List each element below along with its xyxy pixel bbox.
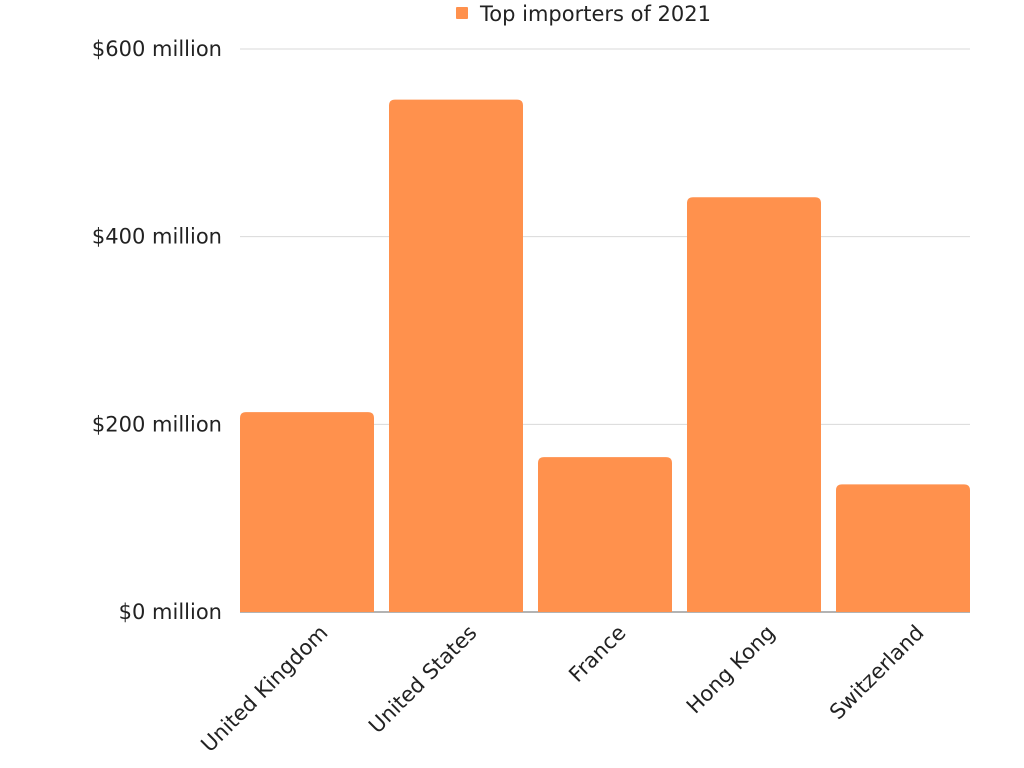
bar-united-states [389, 99, 523, 613]
y-tick-label: $600 million [92, 37, 222, 61]
x-tick-label: Switzerland [825, 621, 929, 725]
x-tick-label: France [564, 621, 630, 687]
x-axis-tick-labels: United Kingdom United States France Hong Ko… [196, 621, 928, 757]
bar-switzerland [836, 484, 970, 612]
x-tick-label: United Kingdom [196, 621, 332, 757]
x-tick-label: United States [364, 621, 482, 739]
y-axis-tick-labels: $0 million $200 million $400 million $600 m… [92, 37, 222, 624]
bar-united-kingdom [240, 412, 374, 612]
y-tick-label: $400 million [92, 225, 222, 249]
bars [240, 99, 970, 613]
y-tick-label: $200 million [92, 412, 222, 436]
legend-swatch [456, 7, 468, 19]
bar-france [538, 457, 672, 612]
bar-hong-kong [687, 197, 821, 613]
legend: Top importers of 2021 [456, 2, 711, 26]
x-tick-label: Hong Kong [682, 621, 780, 719]
legend-label: Top importers of 2021 [479, 2, 711, 26]
y-tick-label: $0 million [119, 600, 222, 624]
